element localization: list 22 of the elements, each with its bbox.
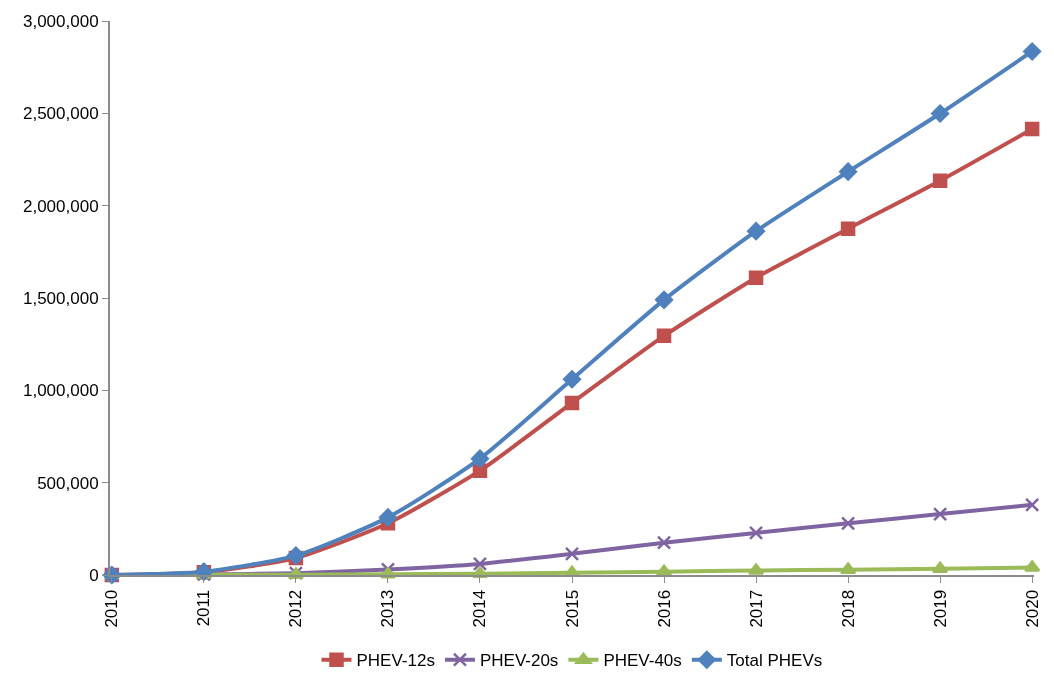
x-tick-label: 2010 bbox=[102, 589, 122, 628]
y-tick-label: 0 bbox=[89, 565, 99, 585]
x-tick-label: 2011 bbox=[194, 589, 214, 627]
legend-label: PHEV-40s bbox=[603, 651, 682, 671]
x-tick-label: 2018 bbox=[838, 589, 858, 628]
y-tick-label: 2,000,000 bbox=[22, 196, 99, 216]
y-tick-label: 2,500,000 bbox=[22, 104, 99, 124]
x-tick-label: 2017 bbox=[746, 589, 766, 628]
x-tick-label: 2015 bbox=[562, 589, 582, 628]
y-tick-label: 1,500,000 bbox=[22, 288, 99, 308]
legend-label: Total PHEVs bbox=[726, 651, 823, 671]
y-tick-label: 500,000 bbox=[37, 473, 99, 493]
legend-label: PHEV-12s bbox=[356, 651, 435, 671]
y-tick-label: 3,000,000 bbox=[22, 11, 99, 31]
x-tick-label: 2016 bbox=[654, 589, 674, 628]
x-tick-label: 2012 bbox=[286, 589, 306, 628]
y-tick-label: 1,000,000 bbox=[22, 381, 99, 401]
x-tick-label: 2019 bbox=[930, 589, 950, 628]
x-tick-label: 2014 bbox=[470, 589, 490, 628]
x-tick-label: 2013 bbox=[378, 589, 398, 628]
legend-label: PHEV-20s bbox=[479, 651, 559, 671]
x-tick-label: 2020 bbox=[1022, 589, 1042, 628]
